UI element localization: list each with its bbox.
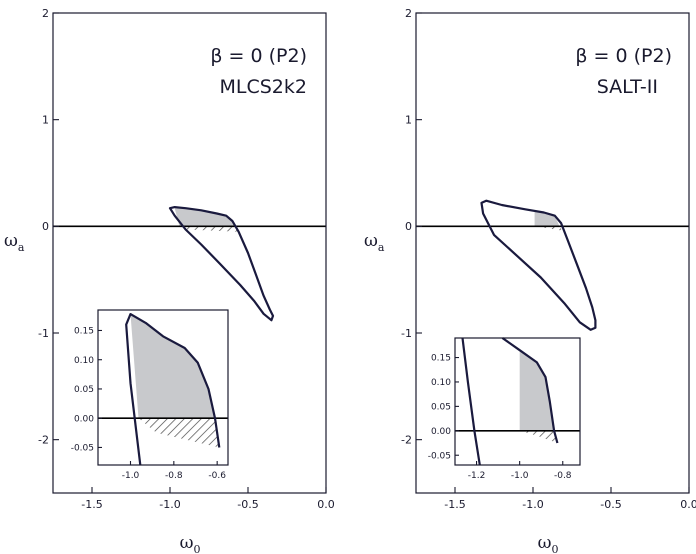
right-shaded-region (534, 210, 560, 227)
right-y-tick-label-3: 1 (405, 114, 412, 127)
left-xlabel-sub: 0 (193, 543, 200, 554)
right-y-tick-label-2: 0 (405, 220, 412, 233)
left-inset-y-tick-label-4: 0.15 (74, 327, 94, 337)
right-inset-contour-left (461, 337, 481, 466)
right-inset-y-tick-label-2: 0.05 (431, 403, 451, 413)
left-inset-frame (97, 309, 229, 466)
right-contour (480, 199, 597, 331)
left-y-tick-label-1: -1 (38, 327, 49, 340)
left-inset-x-tick-label-1: -0.8 (165, 471, 183, 481)
left-x-tick-label-3: 0.0 (317, 498, 335, 511)
right-inset-frame (454, 337, 581, 466)
right-inset-x-tick-label-1: -1.0 (511, 471, 529, 481)
left-y-tick-label-2: 0 (42, 220, 49, 233)
right-yticks: -2 -1 0 1 2 (401, 7, 422, 447)
right-inset-bg (455, 338, 580, 465)
left-hatched-polygon (179, 226, 239, 232)
left-xticks: -1.5 -1.0 -0.5 0.0 (81, 487, 335, 511)
left-x-tick-label-2: -0.5 (237, 498, 258, 511)
right-hatched-region (534, 226, 563, 231)
right-inset-hatched-polygon (519, 430, 558, 443)
right-inset-contour-right (501, 337, 559, 444)
right-ylabel: ωa (364, 231, 385, 254)
right-shaded-polygon (534, 210, 560, 227)
left-y-tick-label-4: 2 (42, 7, 49, 20)
left-inset-x-tick-label-2: -0.6 (208, 471, 226, 481)
left-x-tick-label-1: -1.0 (159, 498, 180, 511)
left-yticks: -2 -1 0 1 2 (38, 7, 59, 447)
right-xticks: -1.5 -1.0 -0.5 0.0 (444, 487, 696, 511)
left-inset-hatched-polygon (138, 418, 220, 448)
panel-left: -1.5 -1.0 -0.5 0.0 -2 -1 0 1 2 β = 0 (P2) MLCS2… (4, 7, 335, 554)
right-y-tick-label-0: -2 (401, 434, 412, 447)
right-inset-x-tick-label-0: -1.2 (468, 471, 486, 481)
right-inset: -1.2 -1.0 -0.8 -0.05 0.00 0.05 0.10 0.15 (428, 337, 581, 481)
left-inset-y-tick-label-2: 0.05 (74, 385, 94, 395)
right-xlabel: ω0 (538, 533, 559, 554)
right-y-tick-label-4: 2 (405, 7, 412, 20)
right-inset-y-tick-label-3: 0.10 (431, 378, 451, 388)
right-xlabel-sub: 0 (551, 543, 558, 554)
right-annotation-1: β = 0 (P2) (575, 45, 672, 67)
left-contour (168, 206, 275, 322)
right-hatched-polygon (534, 226, 563, 231)
left-annotation-1: β = 0 (P2) (210, 45, 307, 67)
left-y-tick-label-3: 1 (42, 114, 49, 127)
left-inset-xticks: -1.0 -0.8 -0.6 (122, 461, 226, 481)
left-ylabel: ωa (4, 231, 25, 254)
left-inset-yticks: -0.05 0.00 0.05 0.10 0.15 (71, 327, 102, 454)
right-x-tick-label-2: -0.5 (600, 498, 621, 511)
right-y-tick-label-1: -1 (401, 327, 412, 340)
right-annotation-2: SALT-II (597, 76, 658, 98)
right-inset-x-tick-label-2: -0.8 (554, 471, 572, 481)
left-y-tick-label-0: -2 (38, 434, 49, 447)
right-inset-shaded-polygon (519, 350, 555, 431)
left-x-tick-label-0: -1.5 (81, 498, 102, 511)
right-x-tick-label-1: -1.0 (522, 498, 543, 511)
left-xlabel: ω0 (180, 533, 201, 554)
left-inset: -1.0 -0.8 -0.6 -0.05 0.00 0.05 0.10 0.15 (71, 309, 229, 481)
right-inset-xticks: -1.2 -1.0 -0.8 (468, 461, 572, 481)
right-frame (415, 12, 690, 494)
left-inset-shaded-polygon (130, 314, 215, 419)
left-inset-y-tick-label-3: 0.10 (74, 356, 94, 366)
left-annotation-2: MLCS2k2 (220, 76, 308, 98)
left-shaded-region (174, 208, 236, 227)
left-frame (52, 12, 327, 494)
left-shaded-polygon (174, 208, 236, 227)
left-inset-y-tick-label-1: 0.00 (74, 414, 94, 424)
right-inset-y-tick-label-1: 0.00 (431, 427, 451, 437)
right-ylabel-sub: a (378, 241, 385, 254)
left-hatched-region (179, 226, 239, 232)
left-inset-x-tick-label-0: -1.0 (122, 471, 140, 481)
right-inset-yticks: -0.05 0.00 0.05 0.10 0.15 (428, 354, 459, 461)
right-x-tick-label-3: 0.0 (680, 498, 696, 511)
left-inset-contour (125, 313, 221, 466)
right-inset-y-tick-label-0: -0.05 (428, 451, 451, 461)
left-inset-y-tick-label-0: -0.05 (71, 444, 94, 454)
right-inset-y-tick-label-4: 0.15 (431, 354, 451, 364)
panel-right: -1.5 -1.0 -0.5 0.0 -2 -1 0 1 2 β = 0 (P2) SALT-… (364, 7, 696, 554)
left-ylabel-sub: a (18, 241, 25, 254)
right-x-tick-label-0: -1.5 (444, 498, 465, 511)
